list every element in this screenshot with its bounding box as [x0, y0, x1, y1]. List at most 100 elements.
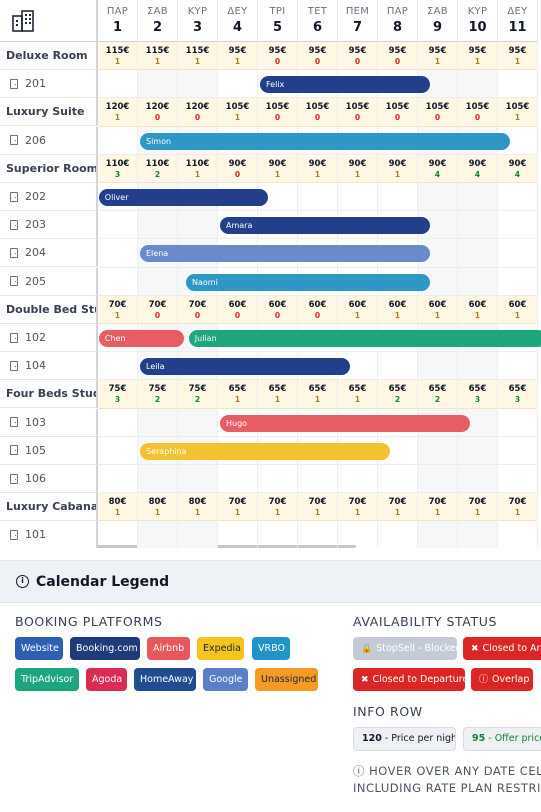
rate-cell[interactable]: 75€ 3	[98, 380, 138, 409]
day-cell[interactable]	[418, 521, 458, 548]
rate-cell[interactable]: 60€ 1	[418, 295, 458, 324]
room-label[interactable]: 201	[0, 70, 98, 99]
rate-cell[interactable]: 105€ 1	[498, 98, 538, 127]
rate-cell[interactable]: 110€ 2	[138, 154, 178, 183]
day-cell[interactable]	[138, 521, 178, 548]
day-cell[interactable]	[338, 465, 378, 494]
day-cell[interactable]	[338, 352, 378, 381]
rate-cell[interactable]: 90€ 1	[378, 154, 418, 183]
booking-bar[interactable]: Julian	[188, 330, 541, 347]
day-cell[interactable]	[98, 239, 138, 268]
rate-cell[interactable]: 70€ 1	[418, 493, 458, 522]
day-header[interactable]: ΠΕΜ 7	[338, 0, 378, 42]
day-cell[interactable]	[458, 211, 498, 240]
room-label[interactable]: 204	[0, 239, 98, 268]
day-cell[interactable]	[258, 183, 298, 212]
day-cell[interactable]	[178, 70, 218, 99]
day-cell[interactable]	[178, 408, 218, 437]
room-label[interactable]: 106	[0, 465, 98, 493]
rate-cell[interactable]: 70€ 1	[458, 493, 498, 522]
day-cell[interactable]	[298, 183, 338, 212]
rate-cell[interactable]: 95€ 0	[298, 42, 338, 71]
rate-cell[interactable]: 95€ 1	[458, 42, 498, 71]
rate-cell[interactable]: 120€ 0	[178, 98, 218, 127]
day-header[interactable]: ΤΡΙ 5	[258, 0, 298, 42]
rate-cell[interactable]: 75€ 2	[178, 380, 218, 409]
room-label[interactable]: 104	[0, 352, 98, 381]
day-cell[interactable]	[218, 465, 258, 494]
rate-cell[interactable]: 95€ 0	[258, 42, 298, 71]
day-cell[interactable]	[458, 436, 498, 465]
booking-bar[interactable]: Simon	[140, 132, 510, 150]
rate-cell[interactable]: 60€ 1	[378, 295, 418, 324]
day-header[interactable]: ΠΑΡ 8	[378, 0, 418, 42]
day-cell[interactable]	[458, 239, 498, 268]
day-cell[interactable]	[298, 465, 338, 494]
day-cell[interactable]	[138, 211, 178, 240]
rate-cell[interactable]: 95€ 1	[218, 42, 258, 71]
day-header[interactable]: ΤΕΤ 6	[298, 0, 338, 42]
booking-bar[interactable]: Amara	[220, 217, 430, 235]
rate-cell[interactable]: 70€ 1	[298, 493, 338, 522]
rate-cell[interactable]: 90€ 1	[258, 154, 298, 183]
booking-bar[interactable]: Oliver	[98, 189, 268, 206]
booking-bar[interactable]: Hugo	[220, 414, 470, 432]
rate-cell[interactable]: 110€ 1	[178, 154, 218, 183]
rate-cell[interactable]: 120€ 0	[138, 98, 178, 127]
day-cell[interactable]	[458, 465, 498, 494]
rate-cell[interactable]: 90€ 4	[498, 154, 538, 183]
rate-cell[interactable]: 115€ 1	[98, 42, 138, 71]
rate-cell[interactable]: 60€ 0	[258, 295, 298, 324]
rate-cell[interactable]: 70€ 1	[378, 493, 418, 522]
day-cell[interactable]	[98, 408, 138, 437]
booking-bar[interactable]: Naomi	[186, 273, 430, 291]
rate-cell[interactable]: 70€ 1	[218, 493, 258, 522]
day-cell[interactable]	[298, 521, 338, 548]
day-header[interactable]: ΠΑΡ 1	[98, 0, 138, 42]
day-cell[interactable]	[178, 521, 218, 548]
day-cell[interactable]	[218, 521, 258, 548]
room-label[interactable]: 205	[0, 267, 98, 296]
day-cell[interactable]	[418, 465, 458, 494]
rate-cell[interactable]: 65€ 1	[338, 380, 378, 409]
room-label[interactable]: 206	[0, 126, 98, 155]
rate-cell[interactable]: 70€ 1	[98, 295, 138, 324]
rate-cell[interactable]: 105€ 0	[258, 98, 298, 127]
day-cell[interactable]	[418, 352, 458, 381]
rate-cell[interactable]: 60€ 0	[218, 295, 258, 324]
rate-cell[interactable]: 95€ 1	[498, 42, 538, 71]
rate-cell[interactable]: 105€ 0	[338, 98, 378, 127]
rate-cell[interactable]: 90€ 4	[458, 154, 498, 183]
room-label[interactable]: 203	[0, 211, 98, 240]
room-label[interactable]: 103	[0, 408, 98, 437]
day-cell[interactable]	[98, 267, 138, 296]
day-cell[interactable]	[498, 183, 538, 212]
rate-cell[interactable]: 90€ 0	[218, 154, 258, 183]
rate-cell[interactable]: 80€ 1	[138, 493, 178, 522]
room-label[interactable]: 101	[0, 521, 98, 548]
day-cell[interactable]	[378, 352, 418, 381]
day-cell[interactable]	[98, 70, 138, 99]
day-cell[interactable]	[498, 465, 538, 494]
rate-cell[interactable]: 90€ 1	[298, 154, 338, 183]
rate-cell[interactable]: 95€ 0	[378, 42, 418, 71]
day-cell[interactable]	[98, 465, 138, 494]
day-cell[interactable]	[98, 211, 138, 240]
day-header[interactable]: ΔΕΥ 11	[498, 0, 538, 42]
rate-cell[interactable]: 105€ 0	[418, 98, 458, 127]
day-cell[interactable]	[378, 521, 418, 548]
booking-bar[interactable]: Seraphina	[140, 442, 390, 460]
rate-cell[interactable]: 60€ 1	[498, 295, 538, 324]
rate-cell[interactable]: 65€ 1	[218, 380, 258, 409]
day-cell[interactable]	[498, 70, 538, 99]
room-label[interactable]: 202	[0, 183, 98, 211]
day-cell[interactable]	[138, 408, 178, 437]
day-header[interactable]: ΚΥΡ 10	[458, 0, 498, 42]
rate-cell[interactable]: 65€ 2	[378, 380, 418, 409]
rate-cell[interactable]: 105€ 0	[458, 98, 498, 127]
rate-cell[interactable]: 70€ 1	[338, 493, 378, 522]
day-cell[interactable]	[338, 183, 378, 212]
day-cell[interactable]	[378, 436, 418, 465]
day-cell[interactable]	[338, 521, 378, 548]
day-cell[interactable]	[378, 183, 418, 212]
